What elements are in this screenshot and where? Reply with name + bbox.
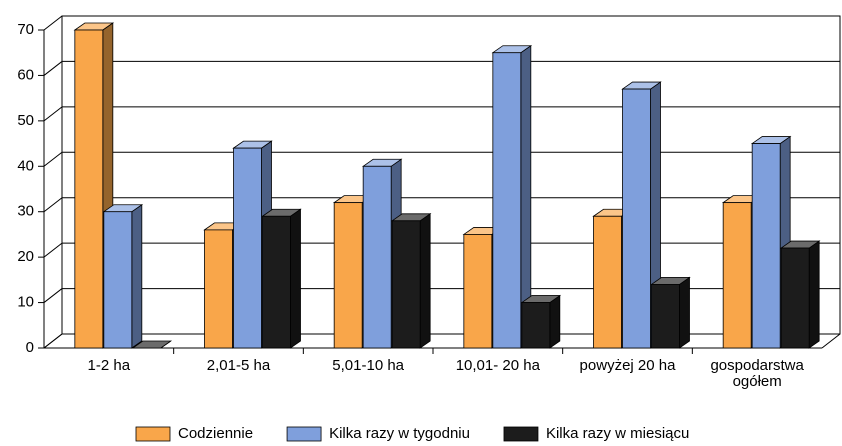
bar [491, 44, 533, 349]
x-tick-label: 10,01- 20 ha [456, 357, 541, 374]
legend-swatch [135, 426, 171, 442]
y-tick-label: 20 [17, 248, 34, 265]
bar-side [131, 203, 143, 349]
grid-line [43, 151, 63, 167]
x-tick-label: 1-2 ha [88, 357, 131, 374]
bar-side [808, 240, 820, 349]
y-tick-label: 50 [17, 112, 34, 129]
bar-front [262, 215, 291, 349]
bar [102, 203, 144, 349]
grid-line [43, 288, 63, 303]
x-tick-label-line: gospodarstwa [710, 357, 804, 374]
grid-line [43, 61, 63, 76]
bar [261, 208, 302, 349]
bar-front [492, 52, 522, 349]
y-tick-label: 60 [17, 66, 34, 83]
bar [520, 294, 562, 349]
bar-front [780, 247, 810, 349]
bar-front [651, 283, 680, 349]
x-tick-label-line: ogółem [733, 373, 782, 390]
bar-front [103, 211, 133, 349]
x-tick-label: gospodarstwa ogółem [710, 357, 804, 390]
grid-line [43, 333, 63, 349]
bar [621, 81, 662, 349]
bar-front [233, 147, 262, 349]
grid-line [43, 106, 63, 122]
x-tick-label: 5,01-10 ha [332, 357, 404, 374]
bar-front [74, 29, 104, 349]
bar [131, 340, 173, 349]
bar-front [722, 202, 752, 349]
x-tick-label: 2,01-5 ha [207, 357, 271, 374]
grid-line [43, 15, 63, 31]
legend-swatch [286, 426, 322, 442]
legend-label: Kilka razy w miesiącu [546, 425, 689, 442]
bar-front [751, 143, 781, 349]
y-tick-label: 0 [26, 339, 34, 356]
legend-swatch [503, 426, 539, 442]
bar-side [679, 276, 690, 349]
y-tick-label: 40 [17, 157, 34, 174]
bar-front [362, 165, 392, 349]
bar-front [204, 229, 233, 349]
bar-front [391, 220, 421, 349]
bar-front [463, 234, 493, 349]
x-tick-label: powyżej 20 ha [580, 357, 677, 374]
y-tick-label: 30 [17, 203, 34, 220]
bar [390, 213, 432, 349]
bar-side [290, 208, 301, 349]
y-tick-label: 10 [17, 294, 34, 311]
bar-side [549, 294, 561, 349]
legend-label: Kilka razy w tygodniu [329, 425, 470, 442]
bar-front [333, 202, 363, 349]
grid-line [43, 197, 63, 213]
bar-side [419, 213, 431, 349]
bar [779, 240, 821, 349]
legend-label: Codziennie [178, 425, 253, 442]
bar [650, 276, 691, 349]
bar-top [131, 340, 173, 349]
grid-line [43, 242, 63, 258]
y-tick-label: 70 [17, 21, 34, 38]
bar-front [521, 302, 551, 349]
bar-front [593, 215, 622, 349]
floor-edge [821, 333, 841, 349]
bar-front [622, 88, 651, 349]
